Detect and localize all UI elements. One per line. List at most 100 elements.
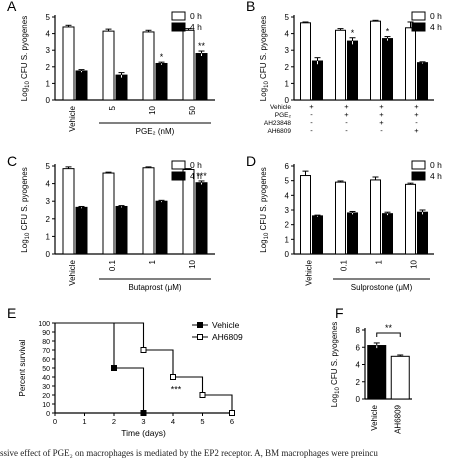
panel-c-ytick-label: 5 (46, 162, 51, 171)
panel-e-legend-label: AH6809 (212, 332, 243, 342)
figure-caption: ssive effect of PGE₂ on macrophages is m… (0, 448, 378, 458)
panel-f-significance-bracket (376, 332, 401, 337)
panel-e-legend-marker (197, 334, 203, 340)
panel-c-ytick-label: 2 (46, 215, 51, 224)
panel-c-ytick-label: 3 (46, 197, 51, 206)
panel-a-bar (142, 31, 155, 101)
panel-e-ytick-label: 90 (42, 330, 50, 337)
panel-e-marker (170, 374, 176, 380)
panel-d-letter: D (246, 153, 256, 169)
panel-f-bar (390, 355, 410, 400)
panel-e-series-line (55, 322, 145, 413)
panel-c-legend-swatch (171, 160, 186, 170)
panel-b-treatment-value: + (379, 118, 384, 127)
panel-f-ytick-label: 8 (356, 326, 361, 335)
panel-b-treatment-value: + (414, 102, 419, 111)
panel-e-ytick-label: 30 (42, 384, 50, 391)
panel-d-ytick-label: 3 (285, 206, 290, 215)
panel-b-treatment-value: - (310, 118, 313, 127)
panel-f-category-label: Vehicle (370, 404, 379, 430)
panel-d-ytick-label: 6 (285, 162, 290, 171)
panel-e-marker (140, 347, 147, 353)
panel-d-ytick-label: 4 (285, 191, 290, 200)
panel-b-ytick-label: 5 (285, 13, 290, 22)
panel-a-legend-label: 0 h (190, 11, 202, 21)
panel-b-treatment-value: + (309, 102, 314, 111)
panel-b-treatment-value: - (310, 110, 313, 119)
panel-e-ytick-label: 80 (42, 339, 50, 346)
panel-b-bar (312, 60, 323, 101)
panel-b-treatment-value: - (415, 118, 418, 127)
panel-a-ytick-label: 2 (46, 63, 51, 72)
panel-d-legend-swatch (411, 171, 426, 181)
panel-b-treatment-value: + (379, 102, 384, 111)
panel-e-ytick-label: 70 (42, 348, 50, 355)
panel-c-bar (115, 205, 128, 255)
panel-e-ytick-label: 20 (42, 393, 50, 400)
panel-a-legend-swatch (171, 22, 186, 32)
panel-b-treatment-value: + (344, 102, 349, 111)
panel-c-category-label: 10 (188, 259, 197, 268)
panel-c-group-label: Butaprost (μM) (128, 283, 181, 292)
panel-d-legend-label: 4 h (430, 171, 442, 181)
panel-c-ylabel: Log10 CFU S. pyogenes (20, 167, 31, 252)
panel-e-marker (140, 410, 147, 416)
panel-b-bar (347, 40, 358, 101)
panel-d-category-label: Vehicle (305, 259, 314, 285)
panel-d-ytick-label: 2 (285, 221, 290, 230)
panel-c-bar (102, 172, 115, 255)
panel-d-bar (335, 181, 346, 255)
panel-f-bar (367, 345, 387, 400)
panel-e-letter: E (7, 305, 16, 321)
panel-b-treatment-value: - (380, 126, 383, 135)
panel-a-ytick-label: 4 (46, 30, 51, 39)
panel-d-bar (312, 215, 323, 255)
panel-d-bar (347, 212, 358, 255)
panel-e-xtick-label: 1 (82, 417, 86, 426)
panel-a-category-label: 10 (148, 105, 157, 114)
panel-b-legend-swatch (411, 11, 426, 21)
panel-e-ytick-label: 60 (42, 357, 50, 364)
panel-b-bar (300, 22, 311, 101)
panel-e-legend-label: Vehicle (212, 320, 240, 330)
panel-a-bar (75, 70, 88, 101)
panel-b-treatment-label: Vehicle (270, 104, 291, 111)
panel-b-legend-label: 4 h (430, 22, 442, 32)
panel-e-ytick-label: 0 (46, 411, 50, 418)
panel-e-xtick-label: 6 (230, 417, 234, 426)
panel-a-group-label: PGE₂ (nM) (136, 127, 175, 136)
panel-e-ylabel: Percent survival (18, 339, 27, 396)
panel-a-significance: * (160, 52, 164, 62)
panel-d-category-label: 0.1 (340, 259, 349, 271)
panel-c-legend-label: 4 h (190, 171, 202, 181)
panel-f-ytick-label: 4 (356, 361, 361, 370)
panel-c-ytick-label: 0 (46, 250, 51, 259)
panel-e-ytick-label: 50 (42, 366, 50, 373)
panel-e-ytick-label: 100 (38, 321, 50, 328)
panel-b-treatment-label: AH6809 (268, 128, 292, 135)
panel-a-ytick-label: 3 (46, 46, 51, 55)
panel-a-category-label: Vehicle (68, 105, 77, 131)
panel-d-category-label: 1 (375, 259, 384, 264)
panel-c-letter: C (7, 153, 17, 169)
panel-f-ylabel: Log10 CFU S. pyogenes (330, 322, 341, 407)
panel-b-treatment-value: - (345, 118, 348, 127)
panel-b-bar (382, 38, 393, 101)
panel-c-bar (155, 200, 168, 255)
panel-b-ylabel: Log10 CFU S. pyogenes (259, 16, 270, 101)
panel-a-bar (155, 62, 168, 101)
panel-a-ylabel: Log10 CFU S. pyogenes (20, 16, 31, 101)
panel-a-significance: ** (198, 41, 206, 51)
panel-b-significance: * (386, 27, 390, 37)
panel-f-category-label: AH6809 (393, 404, 402, 433)
panel-d-ytick-label: 1 (285, 235, 290, 244)
panel-b-legend-label: 0 h (430, 11, 442, 21)
panel-a-bar (195, 53, 208, 101)
panel-d-bar (300, 175, 311, 255)
panel-b-ytick-label: 1 (285, 79, 290, 88)
panel-a-letter: A (7, 0, 17, 14)
panel-c-category-label: 1 (148, 259, 157, 264)
panel-b-treatment-label: PGE₂ (275, 112, 292, 119)
panel-e-xtick-label: 5 (200, 417, 204, 426)
